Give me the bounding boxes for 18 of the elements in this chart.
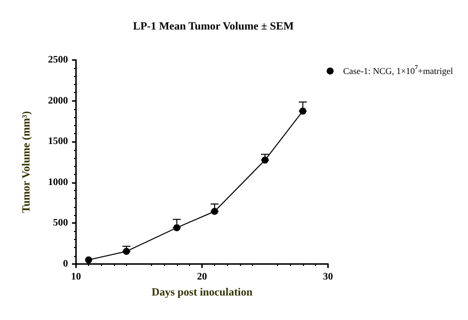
point xyxy=(85,256,92,264)
point xyxy=(211,208,218,215)
y-axis-title: Tumor Volume (mm³) xyxy=(20,110,32,213)
y-tick-label: 2500 xyxy=(48,54,68,66)
y-tick-label: 1500 xyxy=(48,136,68,148)
x-tick-label: 20 xyxy=(197,272,207,282)
chart-title: LP-1 Mean Tumor Volume ± SEM xyxy=(133,20,294,32)
x-tick-label: 10 xyxy=(71,272,81,282)
x-axis-title: Days post inoculation xyxy=(152,286,252,298)
x-tick-label: 30 xyxy=(323,272,333,282)
y-tick-label: 2000 xyxy=(48,95,68,106)
point xyxy=(262,156,268,164)
point xyxy=(299,108,306,115)
point xyxy=(173,224,180,232)
y-tick-label: 1000 xyxy=(48,176,68,188)
y-tick-label: 0 xyxy=(63,258,68,270)
point xyxy=(122,248,130,255)
y-tick-label: 500 xyxy=(53,218,68,229)
